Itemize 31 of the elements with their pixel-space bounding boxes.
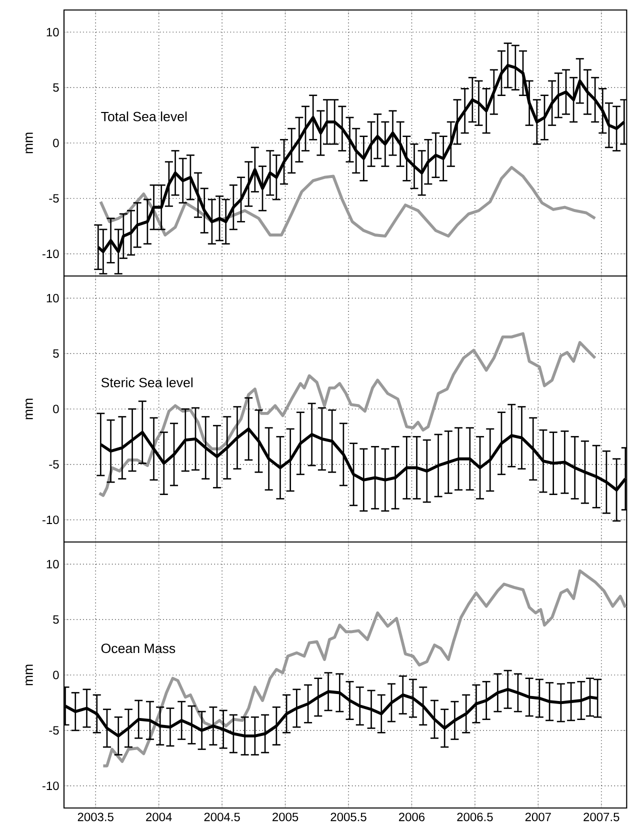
y-tick-label: -5 xyxy=(49,460,59,469)
x-tick-label: 2003.5 xyxy=(78,812,114,822)
x-tick-label: 2004.5 xyxy=(204,812,240,822)
x-tick-label: 2007 xyxy=(525,812,551,822)
y-axis-title: mm xyxy=(26,398,33,420)
y-tick-label: 10 xyxy=(46,28,59,36)
x-tick-label: 2006.5 xyxy=(457,812,493,822)
y-tick-label: 5 xyxy=(53,615,59,624)
y-tick-label: 0 xyxy=(53,404,59,414)
line-series xyxy=(99,166,597,238)
y-tick-label: -10 xyxy=(42,250,59,258)
y-tick-label: -10 xyxy=(42,782,59,790)
text: Ocean Mass xyxy=(101,644,176,654)
x-tick-label: 2004 xyxy=(146,812,172,822)
y-tick-label: 0 xyxy=(53,670,59,680)
x-tick-label: 2005.5 xyxy=(330,812,366,822)
x-tick-label: 2006 xyxy=(398,812,425,822)
text: Steric Sea level xyxy=(101,377,193,388)
y-tick-label: 5 xyxy=(53,349,59,358)
y-tick-label: 10 xyxy=(46,294,59,302)
y-tick-label: 10 xyxy=(46,560,59,568)
y-axis-title: mm xyxy=(26,132,33,154)
y-tick-label: -5 xyxy=(49,726,59,735)
y-tick-label: 5 xyxy=(53,83,59,92)
text: Total Sea level xyxy=(101,111,187,122)
y-tick-label: -5 xyxy=(49,194,59,203)
y-axis-title: mm xyxy=(26,664,33,686)
x-tick-label: 2007.5 xyxy=(584,812,620,822)
y-tick-label: -10 xyxy=(42,516,59,524)
y-tick-label: 0 xyxy=(53,138,59,148)
x-tick-label: 2005 xyxy=(272,812,298,822)
